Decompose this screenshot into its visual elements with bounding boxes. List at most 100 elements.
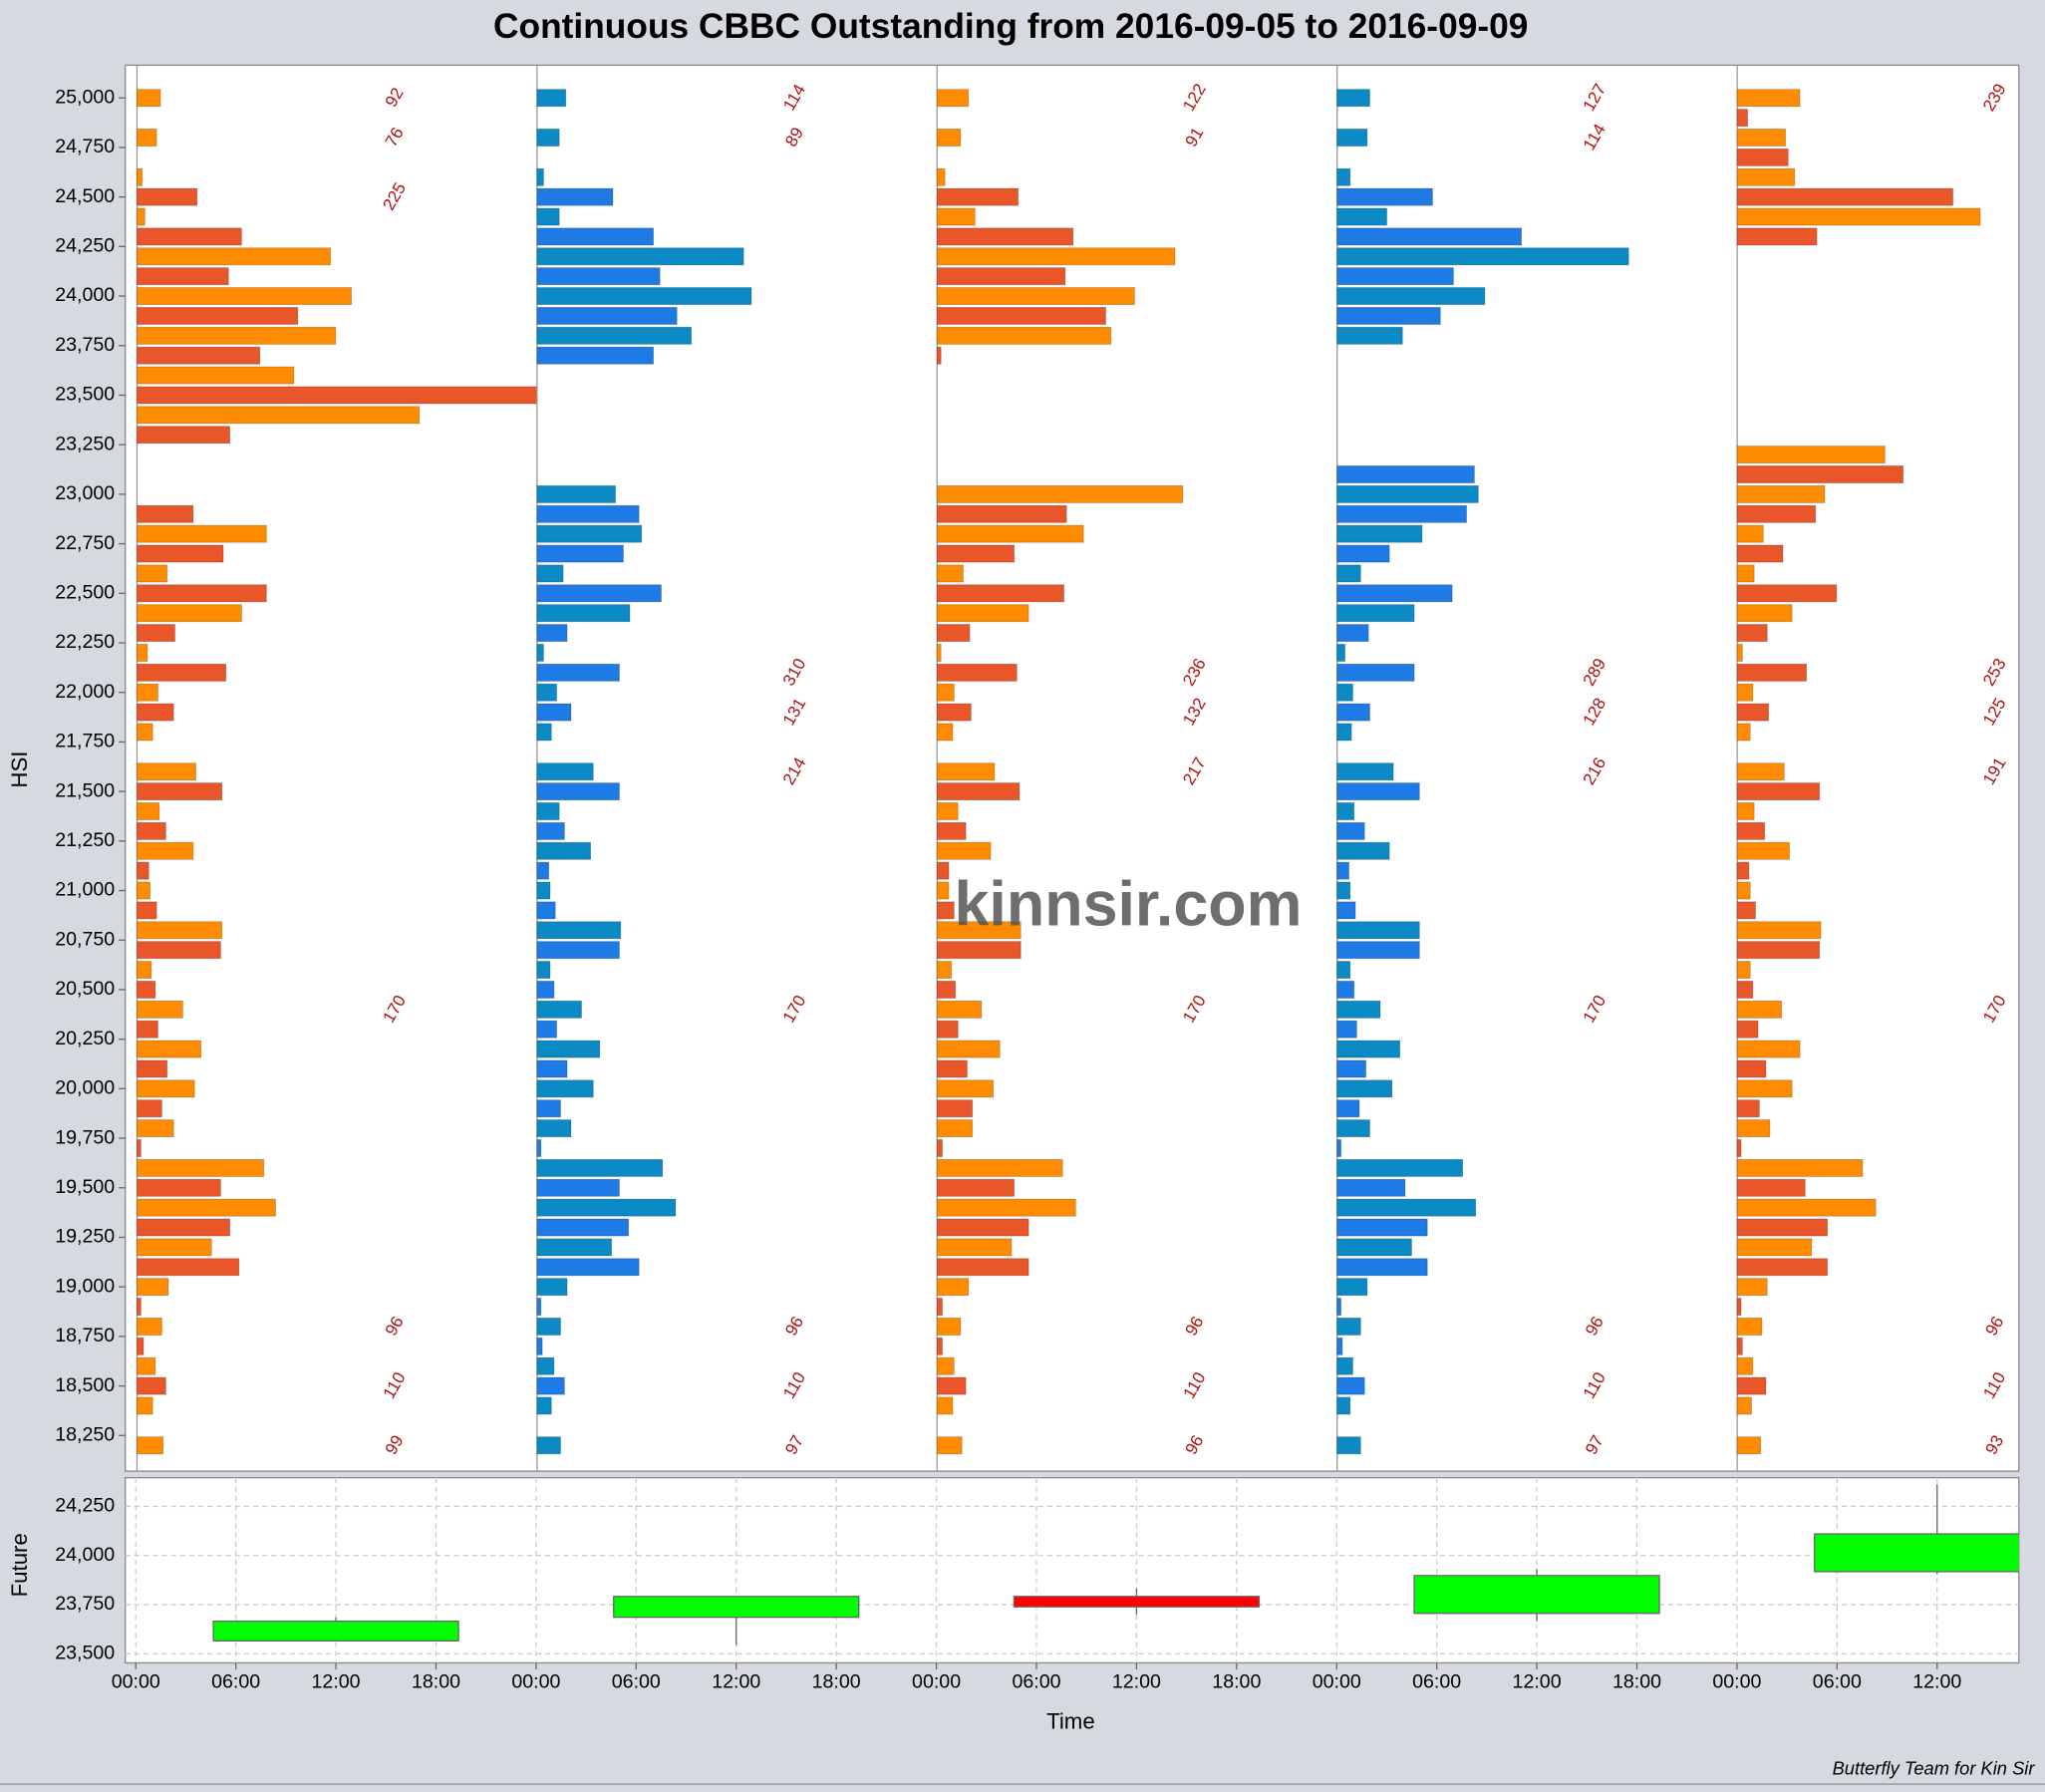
x-tick-label: 06:00 [612, 1670, 661, 1692]
bar [936, 1356, 955, 1375]
bar [536, 1218, 630, 1237]
bar [1336, 644, 1345, 662]
y-tick-label: 22,500 [55, 581, 115, 603]
bar [1736, 1119, 1771, 1138]
y-tick-label: 23,250 [55, 433, 115, 454]
bar [1336, 941, 1420, 960]
bar [1736, 1000, 1783, 1019]
bar [536, 1000, 582, 1019]
bar [1336, 624, 1369, 643]
bar [1336, 1298, 1342, 1317]
bar [1336, 504, 1467, 523]
bar [1736, 762, 1785, 781]
bar [1736, 1178, 1806, 1197]
bar [536, 326, 693, 345]
bar [936, 1119, 974, 1138]
bar [936, 723, 954, 742]
bar [1736, 524, 1764, 543]
bar [137, 366, 295, 385]
bar [1336, 524, 1423, 543]
bar [1336, 881, 1351, 900]
bar [536, 683, 557, 702]
bar [137, 901, 157, 920]
x-tick-label: 00:00 [1712, 1670, 1761, 1692]
bar [1336, 604, 1415, 623]
y-tick-label: 23,750 [55, 1593, 115, 1615]
bar [1336, 1139, 1342, 1157]
bar [536, 287, 752, 306]
bar [137, 861, 149, 880]
bar [1736, 584, 1838, 603]
bar [1736, 1436, 1762, 1455]
bar [137, 267, 229, 286]
bar [1736, 723, 1751, 742]
bar [936, 544, 1016, 563]
bar [1736, 1258, 1829, 1277]
bar [1736, 782, 1821, 801]
bar [536, 484, 616, 503]
bar [137, 426, 230, 445]
bar [536, 901, 556, 920]
bar [137, 504, 194, 523]
bar [137, 703, 174, 722]
bar [536, 663, 620, 682]
bar [137, 1040, 202, 1058]
bar [1736, 109, 1748, 128]
bar [536, 1040, 601, 1058]
y-axis-label: Future [7, 1533, 32, 1597]
bar [1736, 881, 1751, 900]
bar [536, 1139, 542, 1157]
bar [137, 167, 144, 186]
bar [137, 981, 156, 999]
bar [137, 89, 161, 108]
candle-body [1413, 1575, 1660, 1615]
bar [936, 1258, 1029, 1277]
bar [137, 187, 198, 206]
bar [1736, 703, 1769, 722]
bar [1336, 187, 1433, 206]
bar [536, 644, 544, 662]
bar [936, 247, 1176, 266]
bar [536, 1119, 572, 1138]
y-tick-label: 21,500 [55, 779, 115, 801]
bar [536, 1278, 568, 1297]
bar [936, 604, 1029, 623]
bar [1336, 921, 1420, 940]
x-tick-label: 18:00 [812, 1670, 861, 1692]
bar [1336, 1059, 1366, 1078]
y-tick-label: 19,500 [55, 1176, 115, 1198]
bar [936, 782, 1021, 801]
bar [137, 247, 332, 266]
chart-title: Continuous CBBC Outstanding from 2016-09… [493, 7, 1528, 46]
bar [1736, 1376, 1767, 1395]
bar [1336, 663, 1415, 682]
y-tick-label: 21,250 [55, 829, 115, 851]
x-tick-label: 12:00 [1513, 1670, 1562, 1692]
x-tick-label: 12:00 [1912, 1670, 1961, 1692]
x-tick-label: 06:00 [1813, 1670, 1862, 1692]
bar [936, 1139, 943, 1157]
bar [1336, 821, 1365, 840]
bar [1336, 1396, 1351, 1415]
bar [1736, 604, 1793, 623]
y-tick-label: 22,000 [55, 681, 115, 703]
bar [137, 762, 196, 781]
bar [137, 961, 152, 980]
bar [1736, 1079, 1793, 1098]
bar [1336, 1356, 1353, 1375]
bar [1736, 1396, 1752, 1415]
bar [1336, 287, 1486, 306]
bar [536, 1020, 557, 1039]
y-tick-label: 24,250 [55, 235, 115, 257]
bar [1736, 1356, 1754, 1375]
bar [1736, 227, 1818, 246]
bar [1336, 1318, 1361, 1336]
bar [1336, 129, 1368, 147]
bar [1336, 841, 1390, 860]
bar [1736, 644, 1743, 662]
bar [936, 1278, 970, 1297]
bar [936, 326, 1112, 345]
bar [536, 1258, 640, 1277]
bar [137, 1099, 162, 1118]
